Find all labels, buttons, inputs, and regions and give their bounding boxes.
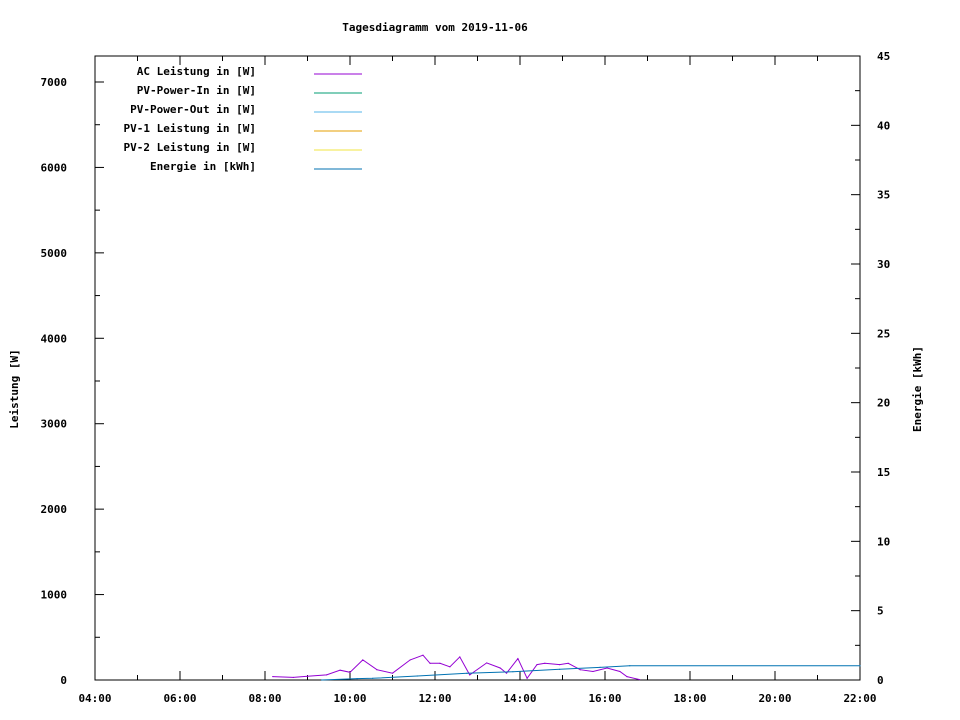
data-point xyxy=(512,671,514,673)
legend-label: PV-1 Leistung in [W] xyxy=(124,122,256,135)
data-point xyxy=(321,679,323,681)
x-tick-label: 18:00 xyxy=(673,692,706,705)
data-point xyxy=(639,678,641,681)
y2-tick-label: 15 xyxy=(877,466,890,479)
y2-tick-label: 45 xyxy=(877,50,890,63)
data-point xyxy=(356,678,358,680)
data-point xyxy=(599,666,601,668)
series-line-0 xyxy=(272,654,640,681)
y-tick-label: 5000 xyxy=(41,247,68,260)
data-point xyxy=(859,665,861,667)
data-point xyxy=(619,670,621,673)
x-tick-label: 04:00 xyxy=(78,692,111,705)
y-tick-label: 2000 xyxy=(41,503,68,516)
data-point xyxy=(579,669,581,671)
y2-tick-label: 30 xyxy=(877,258,890,271)
legend-label: PV-2 Leistung in [W] xyxy=(124,141,256,154)
data-point xyxy=(567,662,569,664)
data-point xyxy=(416,675,418,677)
y-tick-label: 0 xyxy=(60,674,67,687)
y2-tick-label: 10 xyxy=(877,535,890,548)
y2-tick-label: 40 xyxy=(877,119,890,132)
data-point xyxy=(466,672,468,674)
data-point xyxy=(536,664,538,666)
y-tick-label: 6000 xyxy=(41,161,68,174)
y-tick-label: 7000 xyxy=(41,76,68,89)
data-point xyxy=(362,659,364,661)
y2-tick-label: 0 xyxy=(877,674,884,687)
legend-label: AC Leistung in [W] xyxy=(137,65,256,78)
series-line-5 xyxy=(321,665,860,681)
data-point xyxy=(376,669,378,671)
x-tick-label: 12:00 xyxy=(418,692,451,705)
data-point xyxy=(349,671,351,673)
data-point xyxy=(459,656,461,658)
x-tick-label: 14:00 xyxy=(503,692,536,705)
y2-tick-label: 25 xyxy=(877,327,890,340)
x-tick-label: 10:00 xyxy=(333,692,366,705)
y2-axis-label: Energie [kWh] xyxy=(911,346,924,432)
data-point xyxy=(449,666,451,668)
data-point xyxy=(486,662,488,664)
data-point xyxy=(592,670,594,673)
data-point xyxy=(372,677,374,679)
x-tick-label: 06:00 xyxy=(163,692,196,705)
x-tick-label: 08:00 xyxy=(248,692,281,705)
data-point xyxy=(629,665,631,667)
data-point xyxy=(559,664,561,666)
data-point xyxy=(429,662,431,664)
data-point xyxy=(606,667,608,669)
legend-label: PV-Power-Out in [W] xyxy=(130,103,256,116)
data-point xyxy=(559,668,561,670)
y-tick-label: 1000 xyxy=(41,589,68,602)
data-point xyxy=(544,662,546,664)
data-point xyxy=(409,659,411,661)
data-point xyxy=(505,672,508,674)
data-point xyxy=(469,674,471,676)
y2-tick-label: 20 xyxy=(877,397,890,410)
x-tick-label: 20:00 xyxy=(758,692,791,705)
data-point xyxy=(326,674,328,676)
data-point xyxy=(272,675,274,678)
data-point xyxy=(499,667,501,669)
data-point xyxy=(439,662,441,664)
data-point xyxy=(339,669,341,671)
x-tick-label: 22:00 xyxy=(843,692,876,705)
x-tick-label: 16:00 xyxy=(588,692,621,705)
data-point xyxy=(422,654,424,656)
y-tick-label: 4000 xyxy=(41,332,68,345)
chart-title: Tagesdiagramm vom 2019-11-06 xyxy=(342,21,528,34)
data-point xyxy=(292,676,294,679)
data-point xyxy=(391,672,394,674)
y-tick-label: 3000 xyxy=(41,418,68,431)
data-point xyxy=(526,677,528,679)
data-point xyxy=(626,675,628,678)
legend-label: Energie in [kWh] xyxy=(150,160,256,173)
data-point xyxy=(517,658,519,660)
legend-label: PV-Power-In in [W] xyxy=(137,84,256,97)
y-axis-label: Leistung [W] xyxy=(8,349,21,428)
y2-tick-label: 5 xyxy=(877,605,884,618)
y2-tick-label: 35 xyxy=(877,189,890,202)
data-point xyxy=(306,675,309,677)
